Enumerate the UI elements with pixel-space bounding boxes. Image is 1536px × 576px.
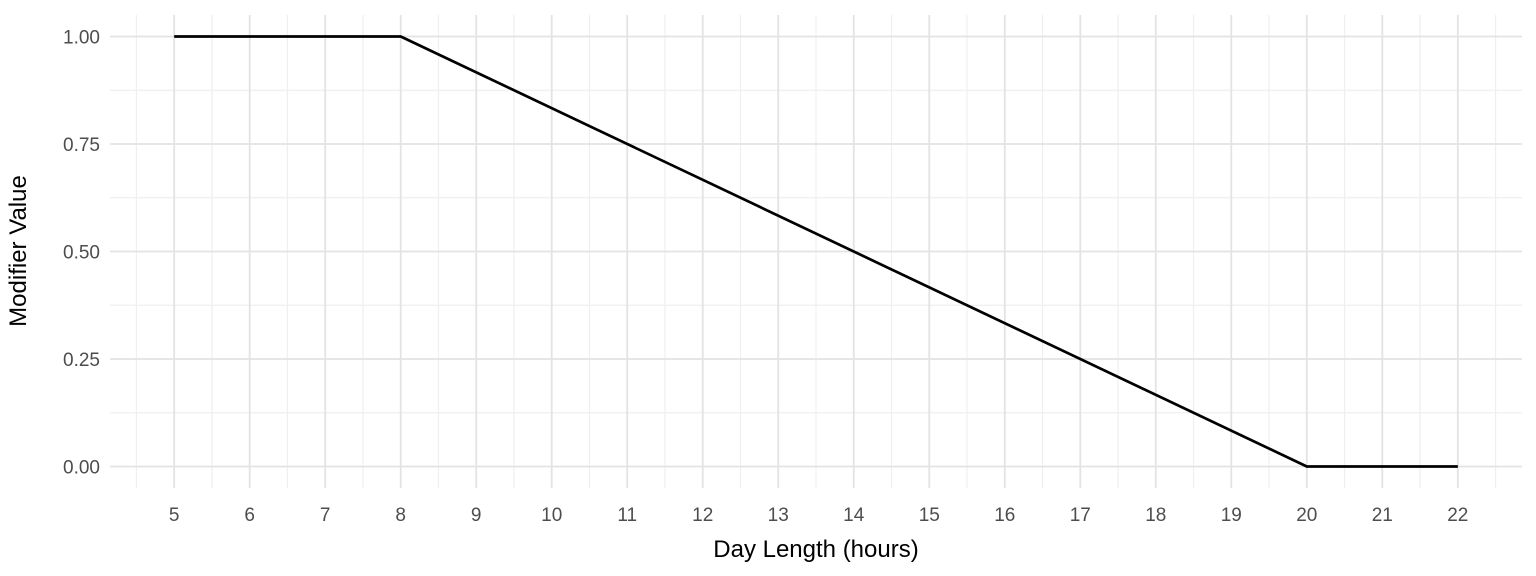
x-tick-label: 14	[843, 505, 865, 526]
y-tick-label: 1.00	[63, 28, 100, 49]
x-tick-label: 16	[994, 505, 1015, 526]
y-tick-label: 0.75	[63, 135, 100, 156]
x-tick-label: 10	[541, 505, 562, 526]
y-tick-label: 0.25	[63, 350, 100, 371]
x-tick-label: 19	[1221, 505, 1242, 526]
y-tick-label: 0.00	[63, 458, 100, 479]
x-tick-label: 17	[1070, 505, 1091, 526]
x-tick-label: 12	[692, 505, 713, 526]
x-tick-label: 11	[617, 505, 637, 526]
x-tick-label: 20	[1296, 505, 1317, 526]
y-tick-label: 0.50	[63, 243, 100, 264]
y-axis-title: Modifier Value	[5, 175, 32, 327]
x-tick-label: 13	[768, 505, 789, 526]
x-tick-labels: 5 6 7 8 9 10 11 12 13 14 15 16 17 18 19 20 21 22	[169, 505, 1468, 526]
x-tick-label: 7	[320, 505, 331, 526]
x-tick-label: 18	[1145, 505, 1166, 526]
x-tick-label: 22	[1447, 505, 1468, 526]
x-tick-label: 21	[1372, 505, 1393, 526]
series-layer	[174, 35, 1458, 468]
gridlines-major	[110, 15, 1522, 488]
x-axis-title: Day Length (hours)	[713, 536, 918, 563]
x-tick-label: 5	[169, 505, 180, 526]
x-tick-label: 6	[244, 505, 255, 526]
x-tick-label: 9	[471, 505, 482, 526]
y-tick-labels: 0.00 0.25 0.50 0.75 1.00	[63, 28, 100, 479]
series-line-day-length-modifier	[174, 35, 1458, 468]
x-tick-label: 8	[395, 505, 406, 526]
x-tick-label: 15	[919, 505, 940, 526]
